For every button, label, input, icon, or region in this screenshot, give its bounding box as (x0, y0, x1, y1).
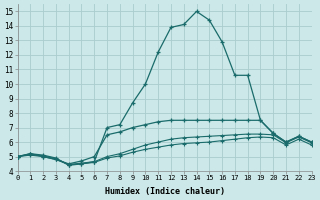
X-axis label: Humidex (Indice chaleur): Humidex (Indice chaleur) (105, 187, 225, 196)
